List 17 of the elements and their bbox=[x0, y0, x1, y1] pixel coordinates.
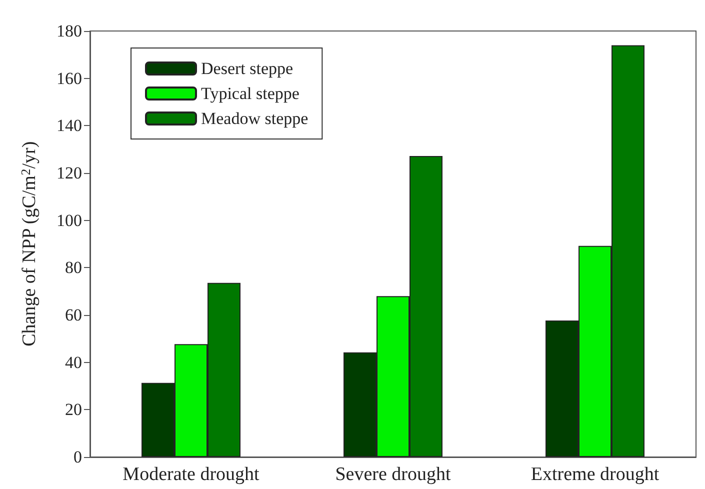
y-tick-label: 0 bbox=[74, 448, 82, 466]
x-tick-label: Extreme drought bbox=[530, 464, 660, 485]
y-tick-label: 160 bbox=[56, 68, 82, 88]
y-tick-label: 180 bbox=[56, 22, 82, 40]
y-tick-label: 40 bbox=[65, 352, 82, 372]
y-axis-title: Change of NPP (gC/m2/yr) bbox=[18, 141, 40, 346]
x-tick-label: Severe drought bbox=[335, 464, 452, 485]
y-tick-label: 20 bbox=[65, 400, 82, 420]
legend-label: Desert steppe bbox=[201, 59, 294, 78]
y-tick-label: 60 bbox=[65, 306, 82, 324]
legend-label: Typical steppe bbox=[201, 84, 300, 103]
legend-label: Meadow steppe bbox=[201, 109, 308, 128]
y-tick-label: 100 bbox=[56, 210, 82, 230]
y-tick-label: 140 bbox=[56, 116, 82, 136]
y-tick-label: 80 bbox=[65, 258, 82, 278]
y-tick-label: 120 bbox=[56, 164, 82, 182]
x-tick-label: Moderate drought bbox=[122, 464, 260, 485]
